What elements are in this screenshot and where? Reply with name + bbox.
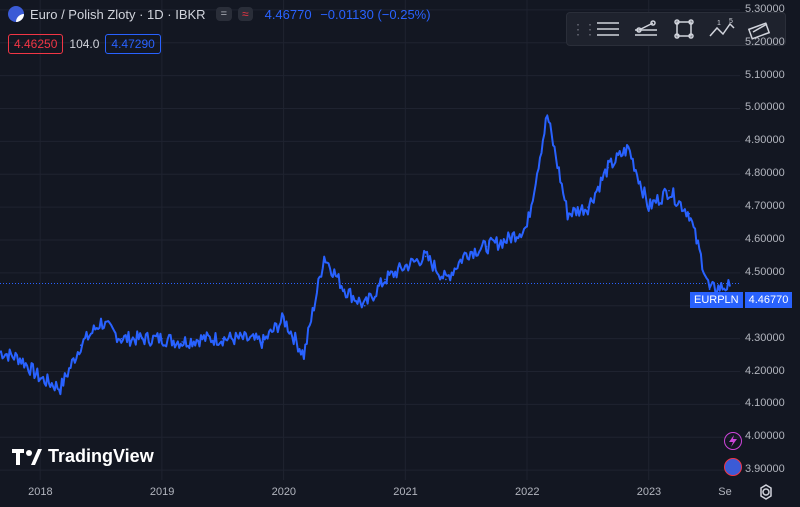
data-point [79, 344, 82, 347]
data-point [607, 166, 609, 169]
last-price: 4.46770 [264, 6, 312, 22]
tradingview-logo[interactable]: TradingView [12, 446, 154, 467]
euro-flag-icon[interactable] [724, 458, 742, 476]
quote-row: 4.46250 104.0 4.47290 [8, 34, 161, 54]
x-tick-label: 2022 [515, 486, 540, 498]
y-tick-label: 4.60000 [745, 233, 785, 245]
y-tick-label: 5.00000 [745, 101, 785, 114]
settings-gear-icon[interactable] [758, 484, 774, 500]
symbol-legend: Euro / Polish Zloty · 1D · IBKR = ≈ 4.46… [8, 6, 436, 22]
price-tag-value: 4.46770 [744, 292, 793, 308]
series-line-eurpln[interactable] [0, 114, 731, 396]
logo-text: TradingView [48, 446, 154, 466]
data-point [181, 341, 183, 343]
data-point [668, 189, 670, 192]
last-price-tag: EURPLN 4.46770 [690, 292, 793, 308]
data-point [505, 239, 508, 241]
data-point [424, 255, 427, 258]
eur-pln-flag-icon [8, 6, 24, 22]
y-tick-label: 4.10000 [745, 397, 785, 410]
spread-value: 104.0 [69, 37, 100, 51]
y-tick-label: 4.70000 [745, 200, 785, 213]
data-point [526, 226, 528, 228]
data-point [343, 288, 346, 291]
data-point [19, 357, 21, 360]
symbol-title[interactable]: Euro / Polish Zloty · 1D · IBKR [30, 6, 206, 22]
x-tick-label: Se [718, 486, 732, 498]
x-tick-label: 2021 [393, 486, 418, 498]
horizontal-ray-icon[interactable] [631, 15, 661, 43]
pattern-label: 5 [729, 18, 733, 25]
equals-badge[interactable]: = [215, 7, 232, 21]
y-tick-label: 5.20000 [745, 35, 785, 48]
data-point [120, 337, 123, 340]
y-tick-label: 4.30000 [745, 331, 785, 344]
data-point [262, 341, 265, 343]
legend-values: 4.46770 −0.01130 (−0.25%) [265, 7, 436, 22]
data-point [708, 288, 711, 291]
data-point [303, 354, 305, 356]
long-position-icon[interactable] [745, 15, 775, 43]
data-point [566, 212, 569, 215]
y-tick-label: 4.80000 [745, 167, 785, 180]
lightning-icon[interactable] [724, 432, 742, 450]
data-point [140, 337, 143, 340]
y-tick-label: 4.20000 [745, 364, 785, 377]
data-point [647, 206, 650, 208]
data-point [384, 278, 386, 281]
horizontal-lines-icon[interactable] [593, 15, 623, 43]
data-point [323, 255, 325, 258]
y-tick-label: 5.30000 [745, 2, 785, 15]
y-tick-label: 4.50000 [745, 265, 785, 278]
x-tick-label: 2019 [149, 486, 175, 498]
data-point [161, 337, 163, 340]
drag-handle-icon[interactable]: ⋮⋮ [571, 20, 597, 37]
y-tick-label: 4.90000 [745, 134, 785, 147]
y-tick-label: 4.00000 [745, 430, 785, 443]
data-point [100, 321, 102, 323]
x-tick-label: 2018 [28, 486, 53, 498]
data-point [688, 212, 691, 215]
data-point [242, 337, 244, 340]
data-point [729, 285, 731, 287]
data-point [59, 387, 62, 389]
data-point [587, 206, 589, 208]
ask-button[interactable]: 4.47290 [105, 34, 161, 54]
data-point [465, 252, 467, 254]
data-point [404, 265, 407, 268]
data-point [221, 337, 224, 340]
x-tick-label: 2023 [636, 486, 662, 498]
bid-button[interactable]: 4.46250 [8, 34, 64, 54]
data-point [546, 114, 549, 116]
tradingview-logo-icon [12, 448, 42, 465]
data-point [201, 337, 204, 340]
y-tick-label: 3.90000 [745, 463, 785, 476]
x-tick-label: 2020 [271, 486, 297, 498]
data-point [485, 245, 488, 248]
data-point [39, 377, 41, 379]
data-point [282, 318, 285, 320]
data-point [627, 147, 630, 149]
wave-badge[interactable]: ≈ [238, 7, 253, 21]
price-tag-symbol: EURPLN [690, 292, 743, 308]
y-tick-label: 5.10000 [745, 68, 785, 81]
data-point [445, 278, 447, 281]
price-change: −0.01130 (−0.25%) [320, 6, 431, 22]
pattern-label: 1 [717, 20, 721, 27]
data-point [363, 304, 366, 307]
rectangle-icon[interactable] [669, 15, 699, 43]
